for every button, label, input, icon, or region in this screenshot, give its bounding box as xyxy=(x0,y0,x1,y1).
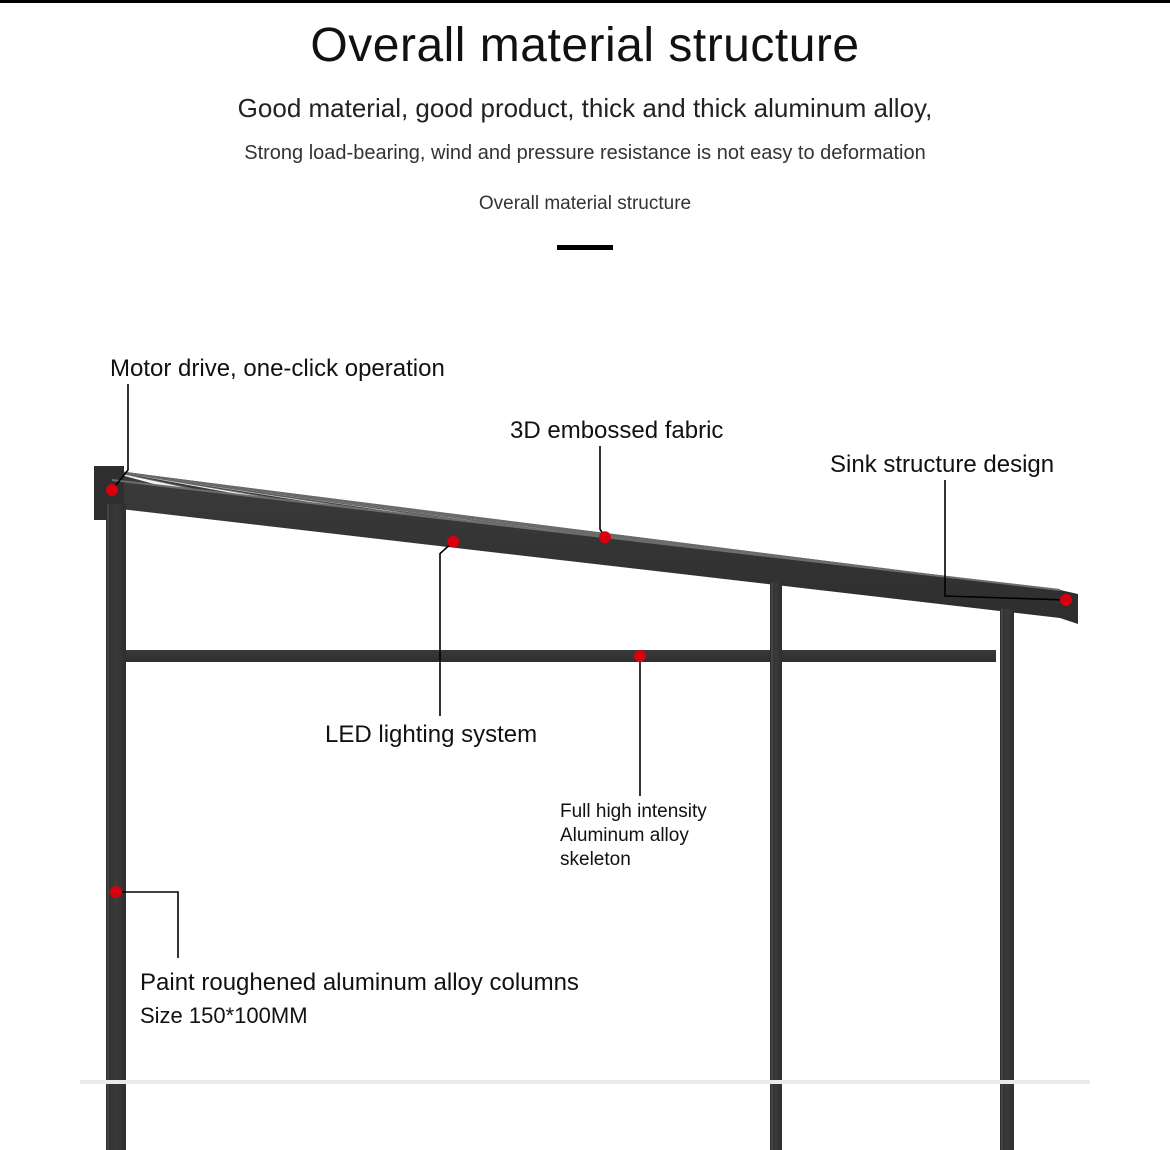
callout-led-label: LED lighting system xyxy=(325,720,537,750)
subtitle-3: Overall material structure xyxy=(0,193,1170,215)
top-bar xyxy=(0,0,1170,3)
subtitle-1: Good material, good product, thick and t… xyxy=(0,93,1170,124)
callout-columns-size: Size 150*100MM xyxy=(140,1002,308,1030)
callout-motor-label: Motor drive, one-click operation xyxy=(110,354,445,384)
page-title: Overall material structure xyxy=(0,18,1170,73)
callout-sink-label: Sink structure design xyxy=(830,450,1054,480)
diagram-stage: Motor drive, one-click operation 3D embo… xyxy=(0,320,1170,1150)
callout-columns-label: Paint roughened aluminum alloy columns xyxy=(140,968,579,998)
callout-skeleton-label: Full high intensityAluminum alloyskeleto… xyxy=(560,800,760,871)
divider xyxy=(557,245,613,250)
callout-fabric-label: 3D embossed fabric xyxy=(510,416,723,446)
subtitle-2: Strong load-bearing, wind and pressure r… xyxy=(0,142,1170,165)
header: Overall material structure Good material… xyxy=(0,0,1170,250)
